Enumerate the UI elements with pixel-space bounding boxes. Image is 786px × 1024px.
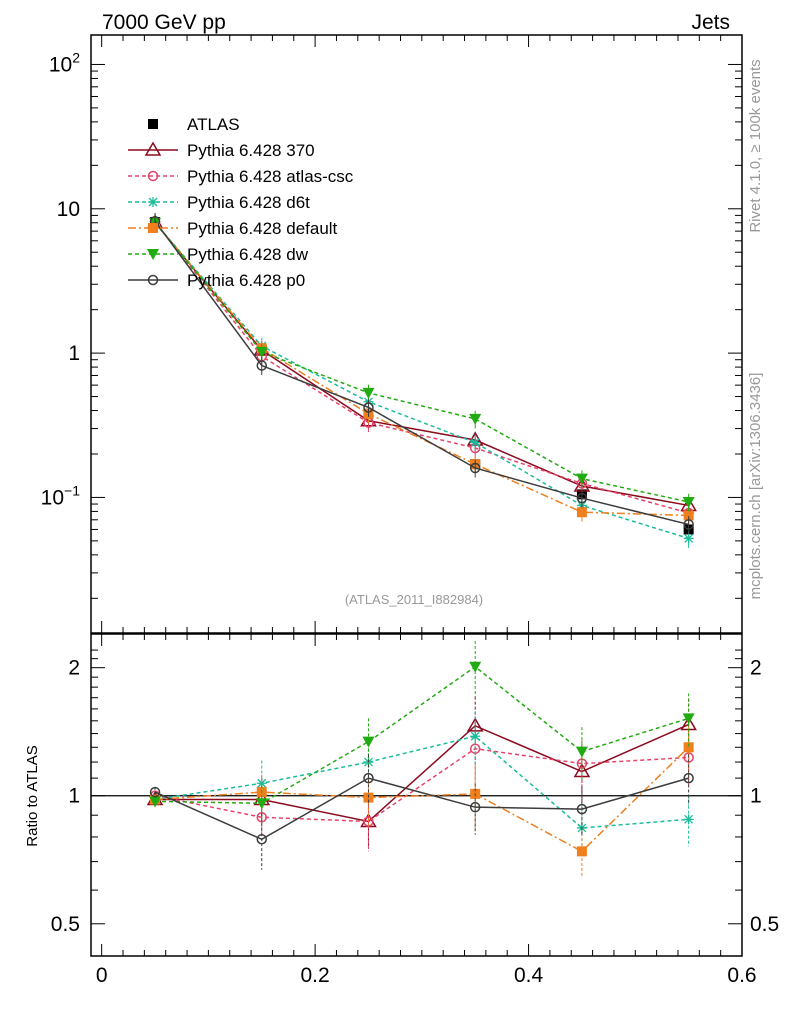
main-y-tick-label: 10−1 [41, 482, 81, 509]
main-point-pythia-6-428-p0 [683, 519, 694, 530]
legend-label-pythia-6-428-default: Pythia 6.428 default [187, 219, 338, 238]
main-point-pythia-6-428-d6t [470, 437, 481, 448]
x-tick-label: 0.2 [301, 964, 330, 987]
ratio-series-line-pythia-6-428-default [154, 746, 690, 853]
legend-marker-pythia-6-428-atlas-csc [147, 170, 159, 182]
ratio-point-pythia-6-428-dw [575, 746, 588, 758]
legend-marker-pythia-6-428-d6t [148, 197, 158, 207]
ratio-y-tick-label-left: 1 [68, 785, 80, 808]
ratio-point-pythia-6-428-default [576, 846, 587, 857]
ratio-y-tick-label-right: 0.5 [750, 913, 779, 936]
ratio-point-pythia-6-428-p0 [683, 772, 694, 784]
ratio-y-tick-label-right: 2 [750, 657, 762, 680]
main-point-pythia-6-428-default [576, 507, 587, 518]
legend-label-pythia-6-428-atlas-csc: Pythia 6.428 atlas-csc [187, 167, 354, 186]
rivet-version-label: Rivet 4.1.0, ≥ 100k events [747, 59, 764, 232]
ratio-point-pythia-6-428-p0 [149, 786, 161, 798]
main-y-tick-label: 102 [49, 49, 80, 76]
ratio-point-pythia-6-428-atlas-csc [363, 816, 374, 827]
ratio-point-pythia-6-428-370 [466, 717, 484, 732]
main-series-line-pythia-6-428-370 [154, 222, 689, 507]
legend-label-pythia-6-428-dw: Pythia 6.428 dw [187, 245, 309, 264]
main-y-tick-label: 10 [57, 198, 80, 221]
ratio-point-pythia-6-428-d6t [683, 814, 694, 825]
main-point-pythia-6-428-p0 [469, 462, 481, 474]
ratio-y-tick-label-left: 2 [68, 657, 80, 680]
legend-label-pythia-6-428-p0: Pythia 6.428 p0 [187, 271, 305, 290]
main-series-line-pythia-6-428-p0 [154, 220, 689, 526]
main-point-pythia-6-428-dw [255, 346, 268, 358]
legend-marker-pythia-6-428-p0 [147, 274, 159, 286]
legend-label-pythia-6-428-d6t: Pythia 6.428 d6t [187, 193, 310, 212]
main-point-pythia-6-428-dw [469, 413, 482, 425]
legend-label-atlas: ATLAS [187, 115, 240, 134]
ratio-y-axis-label: Ratio to ATLAS [24, 745, 41, 846]
legend-label-pythia-6-428-370: Pythia 6.428 370 [187, 141, 315, 160]
ratio-panel-frame [90, 633, 743, 957]
main-point-pythia-6-428-dw [682, 496, 695, 508]
main-point-pythia-6-428-dw [575, 473, 588, 485]
ratio-point-pythia-6-428-d6t [256, 778, 267, 789]
ratio-point-pythia-6-428-dw [469, 661, 482, 673]
main-panel-frame [90, 34, 743, 634]
legend-marker-atlas [148, 119, 158, 129]
ratio-point-pythia-6-428-default [363, 792, 374, 803]
ratio-series-line-pythia-6-428-dw [155, 665, 689, 805]
ratio-series-line-pythia-6-428-atlas-csc [154, 747, 689, 823]
legend-marker-pythia-6-428-370 [144, 141, 162, 156]
x-tick-label: 0.4 [514, 964, 544, 987]
legend: ATLAS Pythia 6.428 370 Pythia 6.428 atlas-… [128, 115, 354, 290]
main-point-pythia-6-428-p0 [256, 360, 268, 371]
ratio-y-tick-label-right: 1 [750, 785, 762, 808]
ratio-point-pythia-6-428-dw [682, 713, 695, 725]
ratio-point-pythia-6-428-d6t [470, 731, 481, 742]
ratio-point-pythia-6-428-p0 [256, 834, 268, 845]
header-right-label: Jets [691, 11, 730, 34]
main-point-pythia-6-428-d6t [683, 533, 694, 544]
main-point-pythia-6-428-p0 [576, 492, 588, 504]
main-point-pythia-6-428-p0 [363, 402, 374, 413]
ratio-point-pythia-6-428-p0 [576, 803, 588, 815]
ratio-point-pythia-6-428-dw [149, 796, 162, 808]
x-tick-label: 0.6 [727, 964, 756, 987]
main-point-pythia-6-428-dw [362, 387, 375, 399]
ratio-series-line-pythia-6-428-d6t [154, 735, 689, 829]
mcplots-credit-label: mcplots.cern.ch [arXiv:1306.3436] [747, 373, 764, 600]
main-series-line-pythia-6-428-atlas-csc [154, 221, 689, 514]
header-left-label: 7000 GeV pp [102, 11, 226, 34]
main-point-pythia-6-428-default [683, 510, 694, 521]
main-series-line-pythia-6-428-dw [154, 222, 689, 503]
ratio-point-pythia-6-428-dw [255, 798, 268, 810]
ratio-series-line-pythia-6-428-370 [155, 723, 689, 823]
ratio-point-pythia-6-428-p0 [363, 772, 374, 784]
legend-marker-pythia-6-428-default [148, 223, 158, 233]
main-series-line-pythia-6-428-d6t [154, 222, 689, 540]
ratio-point-pythia-6-428-default [683, 742, 694, 753]
ratio-series-line-pythia-6-428-p0 [154, 777, 689, 841]
analysis-label: (ATLAS_2011_I882984) [345, 592, 483, 607]
ratio-y-tick-label-left: 0.5 [51, 913, 80, 936]
ratio-point-pythia-6-428-dw [362, 736, 375, 748]
legend-marker-pythia-6-428-dw [147, 249, 159, 260]
x-tick-label: 0 [96, 964, 108, 987]
ratio-point-pythia-6-428-p0 [469, 801, 481, 813]
main-y-tick-label: 1 [68, 342, 80, 365]
main-series-line-pythia-6-428-default [154, 222, 689, 517]
